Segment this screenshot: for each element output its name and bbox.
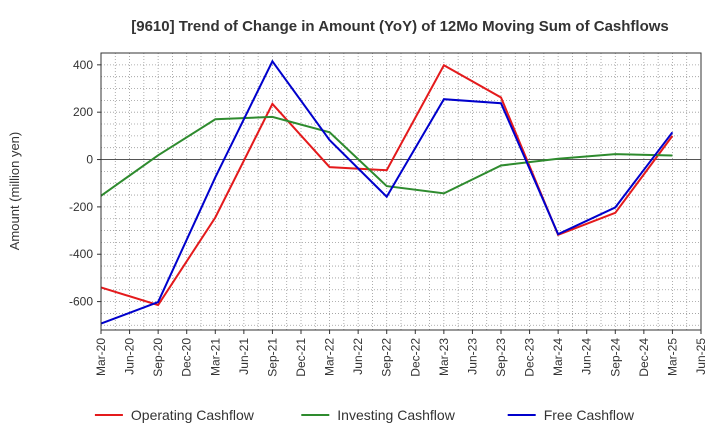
y-tick-label: 400 bbox=[73, 58, 93, 72]
x-tick-label: Dec-24 bbox=[637, 338, 651, 377]
chart-title: [9610] Trend of Change in Amount (YoY) o… bbox=[131, 18, 669, 35]
x-tick-label: Dec-20 bbox=[180, 338, 194, 377]
y-tick-label: 200 bbox=[73, 105, 93, 119]
x-tick-label: Sep-21 bbox=[265, 338, 279, 377]
y-ticks: 400 200 0 -200 -400 -600 bbox=[69, 58, 101, 309]
x-tick-label: Sep-24 bbox=[608, 338, 622, 377]
x-tick-label: Mar-25 bbox=[665, 338, 679, 376]
x-tick-label: Jun-20 bbox=[123, 338, 137, 375]
series-lines bbox=[100, 59, 674, 325]
legend-label: Investing Cashflow bbox=[337, 407, 455, 423]
legend-label: Free Cashflow bbox=[544, 407, 635, 423]
x-tick-label: Jun-22 bbox=[351, 338, 365, 375]
x-tick-label: Dec-21 bbox=[294, 338, 308, 377]
x-tick-label: Sep-23 bbox=[494, 338, 508, 377]
grid bbox=[100, 52, 702, 330]
y-axis-label: Amount (million yen) bbox=[7, 132, 22, 251]
x-tick-label: Sep-20 bbox=[151, 338, 165, 377]
x-tick-label: Mar-21 bbox=[208, 338, 222, 376]
x-tick-label: Mar-23 bbox=[437, 338, 451, 376]
x-tick-label: Jun-21 bbox=[237, 338, 251, 375]
series-line-operating-cashflow bbox=[100, 63, 674, 307]
y-tick-label: -600 bbox=[69, 295, 93, 309]
x-tick-label: Mar-24 bbox=[551, 338, 565, 376]
x-tick-label: Mar-22 bbox=[323, 338, 337, 376]
x-tick-label: Sep-22 bbox=[380, 338, 394, 377]
x-ticks: Mar-20 Jun-20 Sep-20 Dec-20 Mar-21 Jun-21 Sep-… bbox=[94, 330, 708, 377]
y-tick-label: 0 bbox=[86, 153, 93, 167]
y-tick-label: -400 bbox=[69, 247, 93, 261]
legend: Operating Cashflow Investing Cashflow Free… bbox=[94, 407, 635, 423]
x-tick-label: Jun-24 bbox=[580, 338, 594, 375]
series-line-investing-cashflow bbox=[100, 115, 673, 197]
x-tick-label: Dec-22 bbox=[408, 338, 422, 377]
legend-label: Operating Cashflow bbox=[131, 407, 255, 423]
series-line-free-cashflow bbox=[100, 59, 674, 325]
x-tick-label: Dec-23 bbox=[523, 338, 537, 377]
x-tick-label: Jun-25 bbox=[694, 338, 708, 375]
x-tick-label: Mar-20 bbox=[94, 338, 108, 376]
x-tick-label: Jun-23 bbox=[465, 338, 479, 375]
y-tick-label: -200 bbox=[69, 200, 93, 214]
plot-frame bbox=[100, 52, 702, 331]
